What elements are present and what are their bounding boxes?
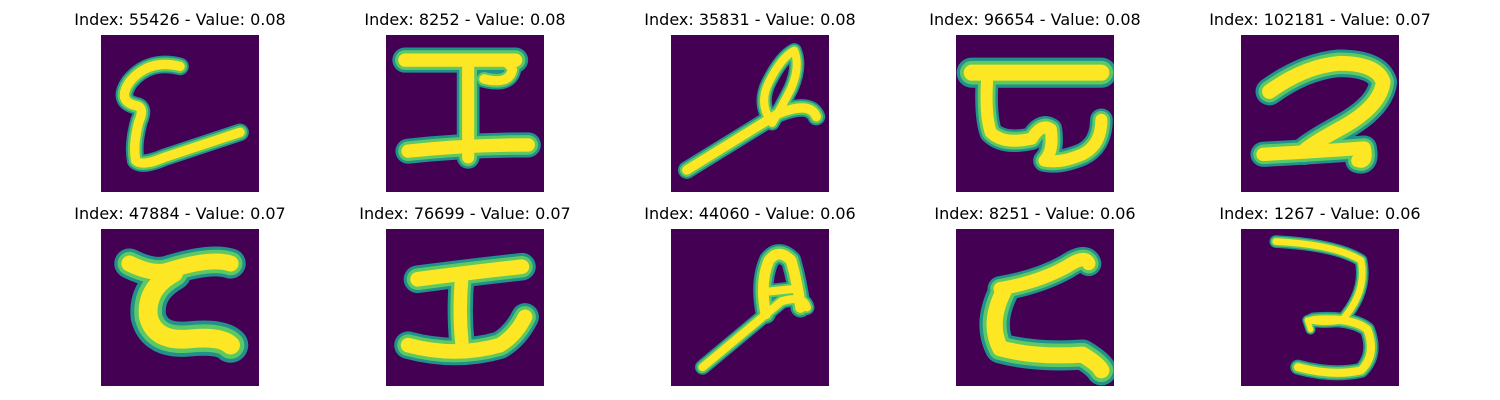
glyph-stroke bbox=[760, 46, 801, 127]
panel-title: Index: 76699 - Value: 0.07 bbox=[359, 204, 571, 223]
open-c-glyph bbox=[101, 229, 259, 386]
anchor-p-glyph bbox=[386, 35, 544, 192]
glyph-image bbox=[671, 35, 829, 192]
z-curve-glyph bbox=[956, 229, 1114, 386]
image-panel: Index: 55426 - Value: 0.08 bbox=[50, 10, 310, 192]
glyph-stroke bbox=[1256, 141, 1372, 168]
anchor-i-glyph bbox=[386, 229, 544, 386]
glyph-image bbox=[101, 229, 259, 386]
glyph-image bbox=[101, 35, 259, 192]
glyph-stroke bbox=[401, 138, 535, 158]
glyph-stroke bbox=[400, 309, 533, 359]
panel-title: Index: 102181 - Value: 0.07 bbox=[1209, 10, 1431, 29]
image-panel: Index: 44060 - Value: 0.06 bbox=[620, 204, 880, 386]
glyph-image bbox=[1241, 35, 1399, 192]
glyph-image bbox=[671, 229, 829, 386]
panel-title: Index: 8251 - Value: 0.06 bbox=[934, 204, 1136, 223]
image-panel: Index: 1267 - Value: 0.06 bbox=[1190, 204, 1450, 386]
bar-with-curl-glyph bbox=[956, 35, 1114, 192]
glyph-stroke bbox=[453, 269, 469, 349]
image-panel: Index: 96654 - Value: 0.08 bbox=[905, 10, 1165, 192]
glyph-stroke bbox=[1304, 317, 1314, 333]
slanted-loop-glyph bbox=[671, 35, 829, 192]
image-panel: Index: 8251 - Value: 0.06 bbox=[905, 204, 1165, 386]
glyph-stroke bbox=[761, 284, 802, 296]
glyph-image bbox=[1241, 229, 1399, 386]
panel-title: Index: 55426 - Value: 0.08 bbox=[74, 10, 286, 29]
glyph-stroke bbox=[119, 59, 245, 168]
glyph-stroke bbox=[1293, 315, 1375, 377]
image-panel: Index: 102181 - Value: 0.07 bbox=[1190, 10, 1450, 192]
glyph-stroke bbox=[138, 263, 240, 355]
glyph-image bbox=[386, 35, 544, 192]
panel-title: Index: 47884 - Value: 0.07 bbox=[74, 204, 286, 223]
glyph-stroke bbox=[468, 53, 518, 86]
slanted-a-glyph bbox=[671, 229, 829, 386]
two-glyph bbox=[1241, 35, 1399, 192]
glyph-stroke bbox=[757, 248, 806, 320]
glyph-image bbox=[956, 35, 1114, 192]
three-glyph bbox=[1241, 229, 1399, 386]
glyph-image bbox=[386, 229, 544, 386]
panel-title: Index: 44060 - Value: 0.06 bbox=[644, 204, 856, 223]
glyph-stroke bbox=[993, 252, 1096, 296]
glyph-stroke bbox=[980, 66, 1108, 168]
image-panel: Index: 76699 - Value: 0.07 bbox=[335, 204, 595, 386]
panel-title: Index: 96654 - Value: 0.08 bbox=[929, 10, 1141, 29]
glyph-stroke bbox=[986, 283, 1110, 379]
image-panel: Index: 47884 - Value: 0.07 bbox=[50, 204, 310, 386]
panel-title: Index: 35831 - Value: 0.08 bbox=[644, 10, 856, 29]
panel-title: Index: 8252 - Value: 0.08 bbox=[364, 10, 566, 29]
panel-title: Index: 1267 - Value: 0.06 bbox=[1219, 204, 1421, 223]
image-panel: Index: 35831 - Value: 0.08 bbox=[620, 10, 880, 192]
glyph-image bbox=[956, 229, 1114, 386]
hook-L-glyph bbox=[101, 35, 259, 192]
image-panel: Index: 8252 - Value: 0.08 bbox=[335, 10, 595, 192]
glyph-stroke bbox=[1262, 55, 1391, 159]
